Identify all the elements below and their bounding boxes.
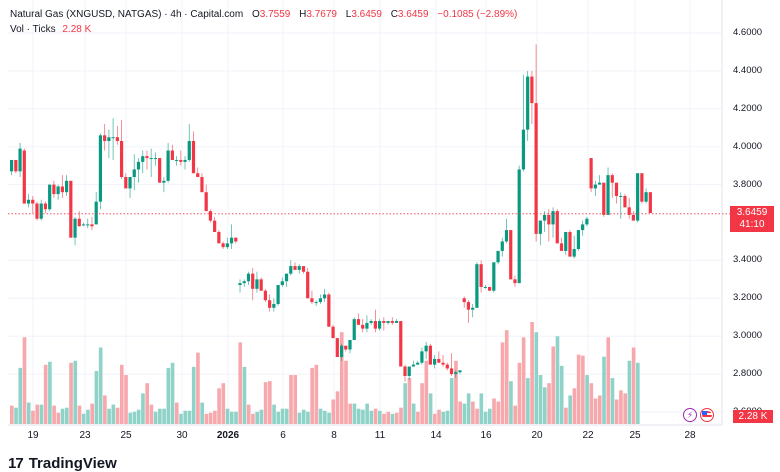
volume-label[interactable]: Vol · Ticks (10, 24, 56, 35)
time-axis-label: 8 (331, 430, 337, 441)
volume-value: 2.28 K (62, 24, 92, 35)
price-axis-label: 3.8000 (733, 178, 763, 190)
price-axis-label: 3.2000 (733, 292, 763, 304)
time-axis-label: 16 (480, 430, 492, 441)
high-label: H (299, 9, 307, 20)
close-label: C (390, 9, 398, 20)
time-axis-label: 23 (79, 430, 91, 441)
lightning-event-icon[interactable]: ⚡ (683, 408, 697, 422)
time-axis-label: 11 (374, 430, 386, 441)
us-flag-event-icon[interactable] (700, 408, 714, 422)
symbol-title[interactable]: Natural Gas (XNGUSD, NATGAS) · 4h · Capi… (10, 9, 244, 20)
time-axis-label: 25 (120, 430, 132, 441)
time-axis-label: 2026 (216, 430, 240, 441)
high-value: 3.7679 (306, 9, 337, 20)
lightning-glyph: ⚡ (686, 409, 694, 420)
last-price-value: 3.6459 (736, 207, 768, 218)
bar-countdown: 41:10 (739, 219, 765, 230)
time-axis-label: 14 (430, 430, 442, 441)
legend-row-volume: Vol · Ticks 2.28 K (10, 23, 517, 37)
price-axis-label: 4.2000 (733, 102, 763, 114)
price-axis-label: 3.4000 (733, 254, 763, 266)
close-value: 3.6459 (397, 9, 429, 20)
time-axis-label: 25 (629, 430, 641, 441)
time-axis-label: 6 (280, 430, 286, 441)
tradingview-logo-icon: 17 (8, 454, 24, 472)
price-axis-label: 2.8000 (733, 368, 763, 380)
last-volume-tag: 2.28 K (733, 410, 773, 423)
chart-pane[interactable] (0, 0, 780, 445)
low-value: 3.6459 (351, 9, 382, 20)
open-value: 3.7559 (259, 9, 291, 20)
low-label: L (345, 9, 352, 20)
legend-row-price: Natural Gas (XNGUSD, NATGAS) · 4h · Capi… (10, 8, 517, 22)
price-axis-label: 3.0000 (733, 330, 763, 342)
candlestick-chart[interactable] (0, 0, 780, 445)
time-axis-label: 28 (684, 430, 696, 441)
change-value: −0.1085 (−2.89%) (437, 9, 518, 20)
us-flag-glyph (702, 411, 712, 419)
price-axis-label: 4.4000 (733, 64, 763, 76)
time-axis-label: 19 (27, 430, 39, 441)
price-axis-label: 4.6000 (733, 27, 763, 38)
last-price-tag: 3.6459 41:10 (730, 206, 774, 232)
open-label: O (251, 9, 260, 20)
time-axis-label: 22 (582, 430, 594, 441)
tradingview-logo[interactable]: 17 TradingView (8, 454, 117, 472)
price-axis-label: 4.0000 (733, 140, 763, 152)
time-axis-label: 20 (531, 430, 543, 441)
symbol-legend: Natural Gas (XNGUSD, NATGAS) · 4h · Capi… (10, 8, 517, 37)
time-axis-label: 30 (176, 430, 188, 441)
tradingview-brand-name: TradingView (28, 454, 117, 472)
